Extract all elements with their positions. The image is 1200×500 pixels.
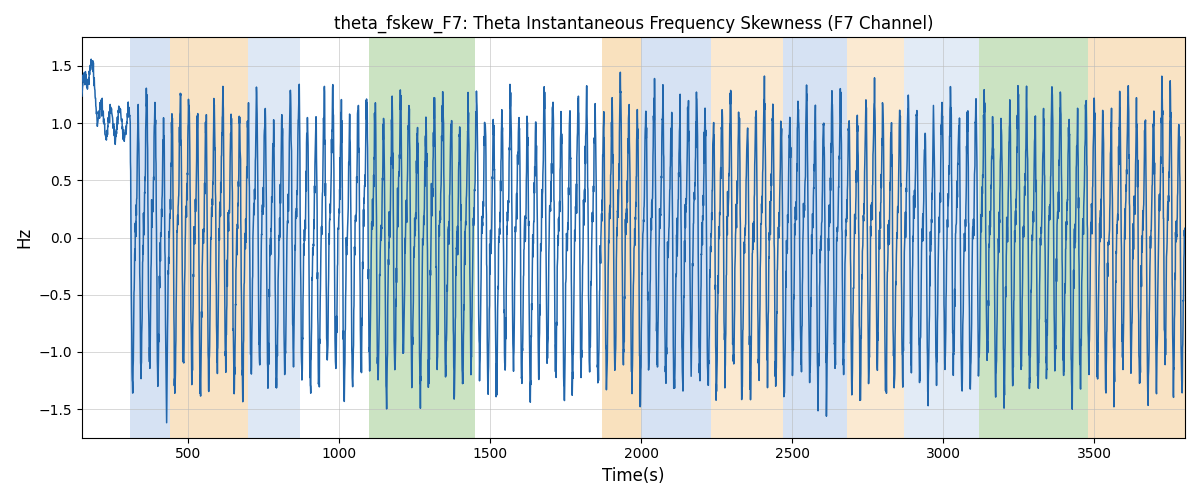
Bar: [784, 38, 846, 438]
Y-axis label: Hz: Hz: [14, 227, 32, 248]
Bar: [131, 38, 169, 438]
Bar: [641, 38, 710, 438]
Bar: [601, 38, 641, 438]
Title: theta_fskew_F7: Theta Instantaneous Frequency Skewness (F7 Channel): theta_fskew_F7: Theta Instantaneous Freq…: [334, 15, 934, 34]
Bar: [979, 38, 1088, 438]
Bar: [169, 38, 248, 438]
Bar: [846, 38, 904, 438]
X-axis label: Time(s): Time(s): [602, 467, 665, 485]
Bar: [904, 38, 979, 438]
Bar: [370, 38, 475, 438]
Bar: [710, 38, 784, 438]
Bar: [1088, 38, 1184, 438]
Bar: [248, 38, 300, 438]
